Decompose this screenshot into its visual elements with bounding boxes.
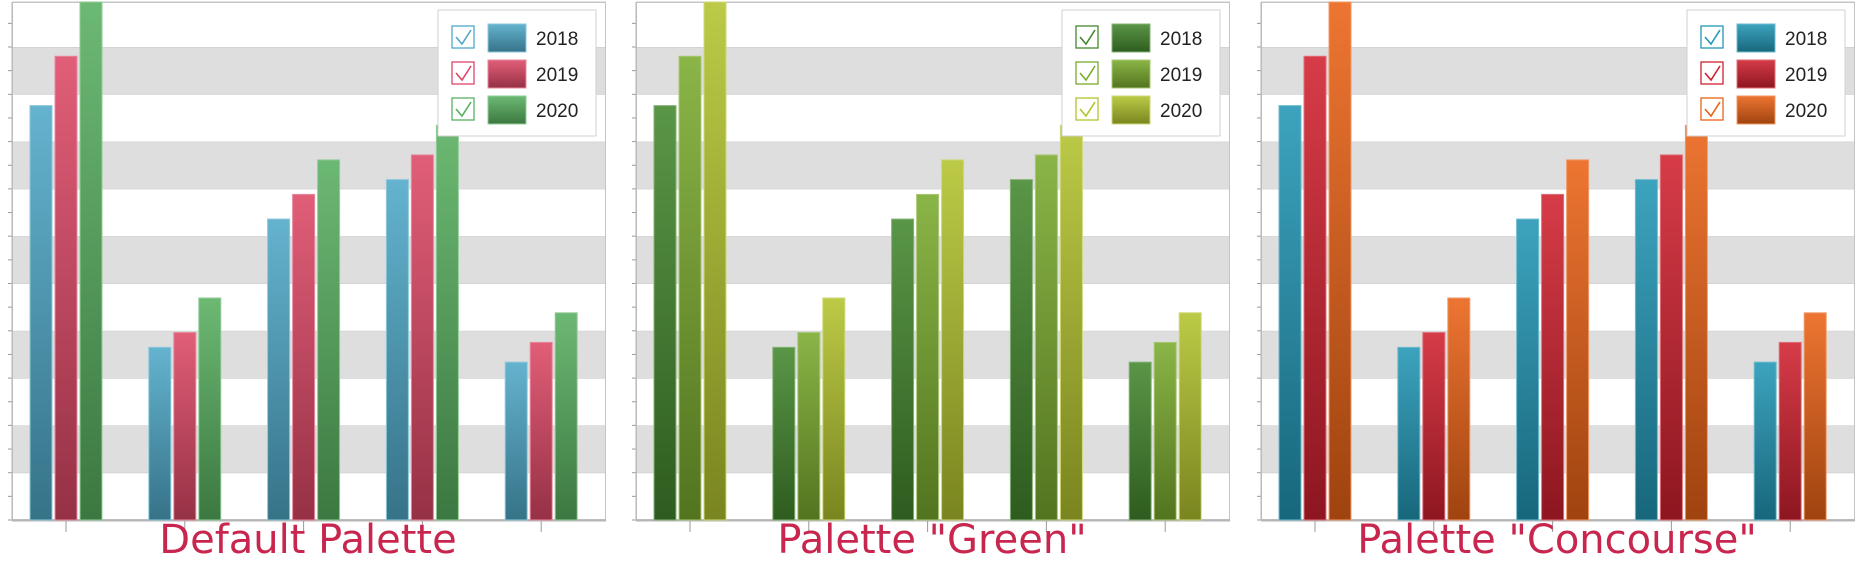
check-icon	[1704, 65, 1721, 82]
check-icon	[1704, 29, 1721, 46]
legend: 2018 2019 2020	[1061, 9, 1221, 137]
bar-2019-4[interactable]	[410, 154, 434, 521]
bar-2019-4[interactable]	[1659, 154, 1683, 521]
legend-label-2020: 2020	[1160, 101, 1202, 122]
legend-checkbox-2020[interactable]	[1075, 97, 1099, 121]
legend-swatch-2018	[1111, 23, 1151, 53]
legend-swatch-2020	[1111, 95, 1151, 125]
bar-2018-4[interactable]	[1009, 179, 1033, 521]
bar-2019-2[interactable]	[173, 332, 197, 521]
chart-panel-concourse: 2018 2019 2020 Palette "Concourse"	[1257, 0, 1857, 585]
bar-2020-1[interactable]	[79, 1, 103, 521]
bar-2019-5[interactable]	[529, 341, 553, 521]
check-icon	[455, 65, 472, 82]
legend-label-2018: 2018	[536, 29, 578, 50]
bar-2018-4[interactable]	[1634, 179, 1658, 521]
legend-swatch-2020	[1736, 95, 1776, 125]
bar-2019-1[interactable]	[1303, 55, 1327, 521]
bar-2019-5[interactable]	[1778, 341, 1802, 521]
legend-checkbox-2019[interactable]	[1700, 61, 1724, 85]
bar-2018-1[interactable]	[653, 105, 677, 521]
bar-2018-2[interactable]	[148, 346, 172, 521]
bar-2020-5[interactable]	[1178, 312, 1202, 521]
legend-swatch-2018	[487, 23, 527, 53]
bar-2019-2[interactable]	[797, 332, 821, 521]
legend-label-2019: 2019	[536, 65, 578, 86]
legend-checkbox-2019[interactable]	[1075, 61, 1099, 85]
check-icon	[455, 101, 472, 118]
legend-checkbox-2019[interactable]	[451, 61, 475, 85]
grid-band	[12, 141, 606, 189]
bar-2019-4[interactable]	[1034, 154, 1058, 521]
bar-chart-default: 2018 2019 2020	[8, 1, 606, 532]
legend: 2018 2019 2020	[437, 9, 597, 137]
bar-2018-5[interactable]	[1128, 361, 1152, 521]
grid-band	[636, 141, 1230, 189]
bar-2019-1[interactable]	[678, 55, 702, 521]
bar-2019-1[interactable]	[54, 55, 78, 521]
chart-panel-default: 2018 2019 2020 Default Palette	[8, 0, 608, 585]
bar-2020-2[interactable]	[198, 297, 222, 521]
bar-2018-5[interactable]	[1753, 361, 1777, 521]
legend-checkbox-2018[interactable]	[451, 25, 475, 49]
bar-2020-5[interactable]	[1803, 312, 1827, 521]
bar-2020-3[interactable]	[1566, 159, 1590, 521]
legend-label-2020: 2020	[1785, 101, 1827, 122]
bar-2018-4[interactable]	[385, 179, 409, 521]
bar-2018-2[interactable]	[772, 346, 796, 521]
bar-2020-3[interactable]	[941, 159, 965, 521]
chart-caption-concourse: Palette "Concourse"	[1357, 517, 1757, 563]
legend-swatch-2019	[487, 59, 527, 89]
legend-checkbox-2018[interactable]	[1075, 25, 1099, 49]
bar-2019-3[interactable]	[292, 193, 316, 521]
bar-2018-2[interactable]	[1397, 346, 1421, 521]
bar-2020-4[interactable]	[1059, 124, 1083, 521]
legend-swatch-2018	[1736, 23, 1776, 53]
bar-2018-3[interactable]	[1516, 218, 1540, 521]
bar-2018-5[interactable]	[504, 361, 528, 521]
bar-2019-3[interactable]	[916, 193, 940, 521]
bar-2019-2[interactable]	[1422, 332, 1446, 521]
legend-label-2019: 2019	[1785, 65, 1827, 86]
bar-2020-2[interactable]	[1447, 297, 1471, 521]
check-icon	[1704, 101, 1721, 118]
bar-2020-3[interactable]	[317, 159, 341, 521]
legend-checkbox-2018[interactable]	[1700, 25, 1724, 49]
chart-panel-green: 2018 2019 2020 Palette "Green"	[632, 0, 1232, 585]
legend-checkbox-2020[interactable]	[1700, 97, 1724, 121]
legend: 2018 2019 2020	[1686, 9, 1846, 137]
legend-swatch-2020	[487, 95, 527, 125]
bar-2020-5[interactable]	[554, 312, 578, 521]
bar-2020-2[interactable]	[822, 297, 846, 521]
bar-chart-green: 2018 2019 2020	[632, 1, 1230, 532]
bar-2020-4[interactable]	[1684, 124, 1708, 521]
bar-2020-4[interactable]	[435, 124, 459, 521]
chart-caption-green: Palette "Green"	[777, 517, 1087, 563]
bar-2019-3[interactable]	[1541, 193, 1565, 521]
legend-label-2018: 2018	[1160, 29, 1202, 50]
legend-label-2019: 2019	[1160, 65, 1202, 86]
bar-2018-3[interactable]	[267, 218, 291, 521]
check-icon	[1079, 101, 1096, 118]
chart-caption-default: Default Palette	[159, 517, 457, 563]
legend-swatch-2019	[1736, 59, 1776, 89]
legend-checkbox-2020[interactable]	[451, 97, 475, 121]
legend-label-2018: 2018	[1785, 29, 1827, 50]
legend-label-2020: 2020	[536, 101, 578, 122]
check-icon	[1079, 65, 1096, 82]
bar-2019-5[interactable]	[1153, 341, 1177, 521]
bar-2020-1[interactable]	[703, 1, 727, 521]
bar-2020-1[interactable]	[1328, 1, 1352, 521]
bar-2018-3[interactable]	[891, 218, 915, 521]
bar-2018-1[interactable]	[1278, 105, 1302, 521]
check-icon	[1079, 29, 1096, 46]
check-icon	[455, 29, 472, 46]
bar-chart-concourse: 2018 2019 2020	[1257, 1, 1855, 532]
grid-band	[1261, 141, 1855, 189]
legend-swatch-2019	[1111, 59, 1151, 89]
bar-2018-1[interactable]	[29, 105, 53, 521]
